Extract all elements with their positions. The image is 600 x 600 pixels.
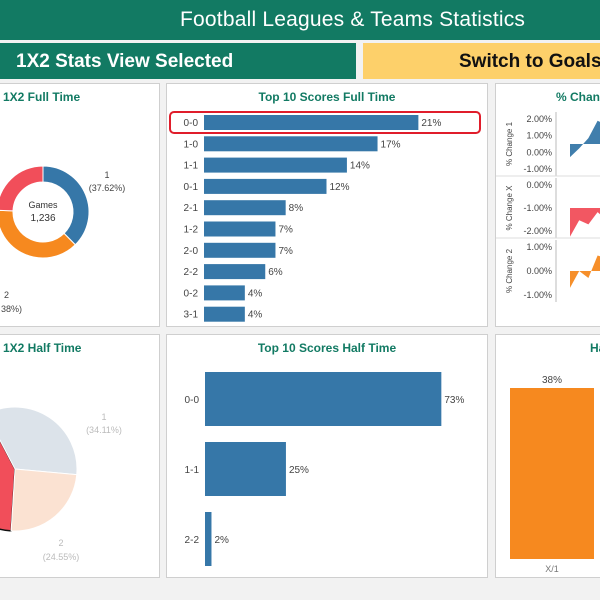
ft-bar-3-1 <box>204 306 245 322</box>
ht-bar-0-0 <box>205 372 442 426</box>
ft-bar-value-1-2: 7% <box>278 225 293 236</box>
ft-bar-value-1-1: 14% <box>350 161 370 172</box>
ft-bar-1-0 <box>204 136 378 152</box>
pie-value-1: (34.11%) <box>86 425 122 435</box>
ft-bar-value-0-2: 4% <box>248 288 263 299</box>
ft-cat-2-1: 2-1 <box>184 203 199 214</box>
ht-bar-value-2-2: 2% <box>214 535 229 546</box>
ft-bar-1-2 <box>204 221 276 237</box>
pie-label-1: 1 <box>101 412 106 422</box>
ht-bar-value-1-1: 25% <box>289 465 309 476</box>
donut-center-value: 1,236 <box>30 213 55 224</box>
pct-change-chart: % Change 1 2.00% 1.00% 0.00% -1.00% % Change … <box>496 112 600 302</box>
ft-bar-value-2-1: 8% <box>289 203 304 214</box>
ft-bar-2-0 <box>204 242 276 258</box>
ht-pie-title: 1X2 Half Time <box>3 341 82 355</box>
donut-value-1: (37.62%) <box>89 183 126 193</box>
stats-view-selected-label: 1X2 Stats View Selected <box>16 51 234 72</box>
pct-tick-1-0: 0.00% <box>526 180 552 190</box>
ft-bars-chart: 0-0 21% 1-0 17% 1-1 14% 0-1 12% 2-1 8% 1-2 7% 2-0 7% 2… <box>169 111 481 322</box>
pct-area-0 <box>570 120 600 158</box>
pie-slice-X <box>0 438 16 532</box>
ft-bar-1-1 <box>204 157 347 173</box>
ft-cat-2-2: 2-2 <box>184 267 199 278</box>
ft-cat-1-1: 1-1 <box>184 161 199 172</box>
ft-donut-title: 1X2 Full Time <box>3 90 81 104</box>
ht-bar-1-1 <box>205 442 286 496</box>
pie-slice-1 <box>0 406 78 476</box>
pct-tick-0-0: 2.00% <box>526 114 552 124</box>
pct-tick-2-2: -1.00% <box>523 290 552 300</box>
ft-cat-1-2: 1-2 <box>184 225 199 236</box>
ft-cat-1-0: 1-0 <box>184 139 199 150</box>
ht-bars-chart: 0-0 73% 1-1 25% 2-2 2% <box>185 372 464 566</box>
ft-bar-0-0 <box>204 115 419 130</box>
pct-tick-2-0: 1.00% <box>526 242 552 252</box>
pct-tick-2-1: 0.00% <box>526 266 552 276</box>
pct-change-title: % Chang <box>556 90 600 104</box>
ht-right-value-0: 38% <box>542 375 562 386</box>
ft-bar-0-1 <box>204 178 327 194</box>
pie-value-2: (24.55%) <box>43 552 80 562</box>
ft-bar-2-2 <box>204 264 266 280</box>
donut-center-label: Games <box>28 200 58 210</box>
pct-tick-0-1: 1.00% <box>526 131 552 141</box>
pct-tick-1-1: -1.00% <box>523 203 552 213</box>
pct-tick-0-3: -1.00% <box>523 164 552 174</box>
pie-label-2: 2 <box>58 538 63 548</box>
ft-cat-3-1: 3-1 <box>184 310 199 321</box>
panel-ht-pie: 1X2 Half Time 1 (34.11%) 2 (24.55%) <box>0 334 160 578</box>
footer-strip <box>0 584 600 600</box>
pct-tick-0-2: 0.00% <box>526 147 552 157</box>
ht-right-chart: 38% X/1 <box>510 375 594 574</box>
ft-highlight-outline <box>169 111 481 134</box>
ft-bar-value-1-0: 17% <box>381 139 401 150</box>
donut-label-1: 1 <box>104 170 109 180</box>
ft-cat-0-1: 0-1 <box>184 182 199 193</box>
ft-bar-value-2-2: 6% <box>268 267 283 278</box>
ht-right-cat-0: X/1 <box>545 564 559 574</box>
ht-bar-value-0-0: 73% <box>444 395 464 406</box>
pct-ylabel-1: % Change X <box>505 185 514 231</box>
ft-bar-value-2-0: 7% <box>278 246 293 257</box>
ft-cat-2-0: 2-0 <box>184 246 199 257</box>
ht-pie-chart: 1 (34.11%) 2 (24.55%) <box>0 406 122 562</box>
ht-cat-1-1: 1-1 <box>185 465 200 476</box>
donut-value-2: 38%) <box>1 304 22 314</box>
panel-ft-bars: Top 10 Scores Full Time 0-0 21% 1-0 17% 1-1 1… <box>166 83 488 327</box>
ft-bars-title: Top 10 Scores Full Time <box>258 90 396 104</box>
panel-ht-right: Ha 38% X/1 <box>495 334 600 578</box>
ht-bars-title: Top 10 Scores Half Time <box>257 341 397 355</box>
panel-pct-change: % Chang % Change 1 2.00% 1.00% 0.00% -1.00%%… <box>495 83 600 327</box>
switch-to-goals-button[interactable]: Switch to Goals <box>363 43 600 79</box>
switch-to-goals-label: Switch to Goals <box>459 51 600 72</box>
pie-slice-2 <box>10 468 78 532</box>
panel-ft-donut: 1X2 Full Time Games 1,236 1 (37.62%) 2 38%) <box>0 83 160 327</box>
ft-bar-0-2 <box>204 285 245 301</box>
pct-ylabel-2: % Change 2 <box>505 248 514 293</box>
ht-bar-2-2 <box>205 512 212 566</box>
ft-cat-0-0: 0-0 <box>184 118 199 129</box>
stats-view-selected-button[interactable]: 1X2 Stats View Selected <box>0 43 356 79</box>
donut-label-2: 2 <box>4 290 9 300</box>
ht-cat-2-2: 2-2 <box>185 535 200 546</box>
pct-tick-1-2: -2.00% <box>523 226 552 236</box>
ht-right-title: Ha <box>590 341 600 355</box>
donut-slice-X <box>0 165 44 212</box>
ft-bar-value-0-1: 12% <box>330 182 350 193</box>
ht-cat-0-0: 0-0 <box>185 395 200 406</box>
header-bar: Football Leagues & Teams Statistics <box>0 0 600 40</box>
ft-cat-0-2: 0-2 <box>184 288 199 299</box>
ft-bar-value-0-0: 21% <box>421 118 441 129</box>
panel-ht-bars: Top 10 Scores Half Time 0-0 73% 1-1 25% 2-2 2… <box>166 334 488 578</box>
ft-bar-value-3-1: 4% <box>248 310 263 321</box>
ft-donut-chart: Games 1,236 1 (37.62%) 2 38%) <box>0 165 126 314</box>
ft-bar-2-1 <box>204 200 286 216</box>
pct-ylabel-0: % Change 1 <box>505 121 514 166</box>
ht-right-bar-0 <box>510 388 594 559</box>
pct-area-2 <box>570 255 600 288</box>
pct-area-1 <box>570 208 600 237</box>
page-title: Football Leagues & Teams Statistics <box>180 8 526 31</box>
donut-slice-2 <box>0 209 76 259</box>
